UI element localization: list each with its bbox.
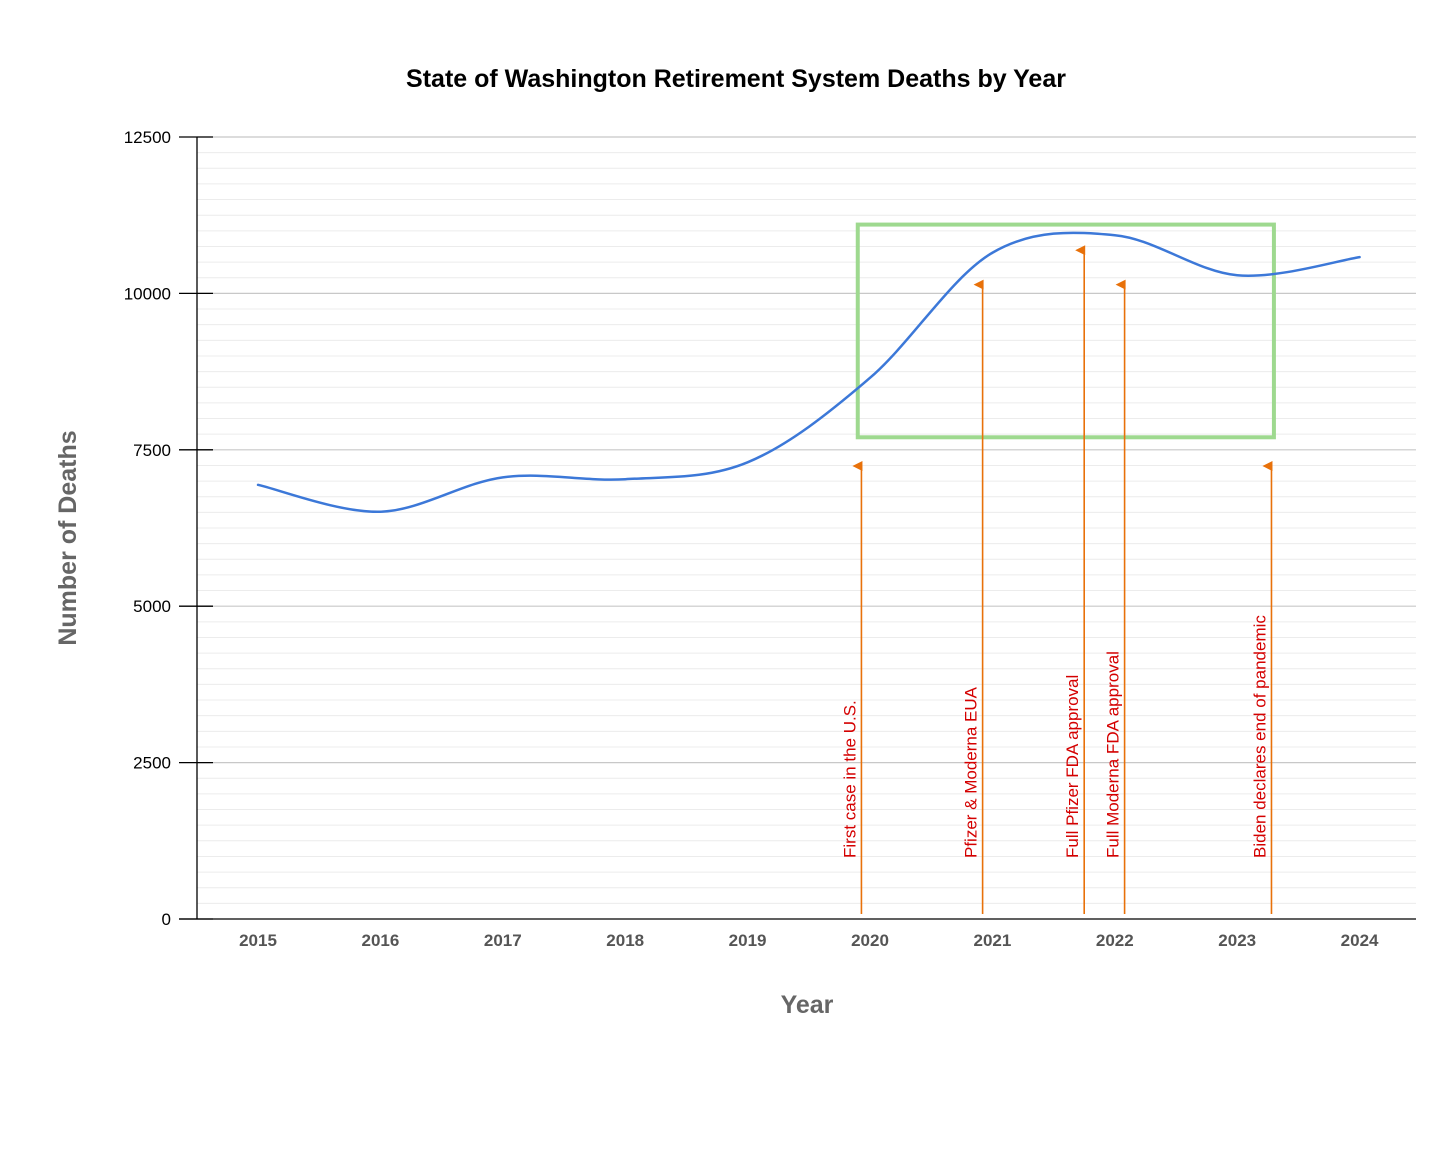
x-tick-label: 2017: [484, 931, 522, 950]
highlight-box-layer: [855, 222, 1276, 440]
x-tick-label: 2018: [606, 931, 644, 950]
axes: 0 2500 5000 7500 10000 12500 2015 2016 2017 2018 2…: [124, 128, 1416, 950]
y-tick-label: 5000: [133, 597, 171, 616]
x-tick-label: 2019: [729, 931, 767, 950]
y-tick-label: 7500: [133, 441, 171, 460]
chart-title: State of Washington Retirement System De…: [406, 65, 1066, 93]
x-axis-title: Year: [781, 991, 834, 1019]
x-tick-label: 2024: [1341, 931, 1379, 950]
x-tick-label: 2016: [361, 931, 399, 950]
annotation-label: Full Pfizer FDA approval: [1063, 675, 1082, 858]
y-tick-label: 0: [162, 910, 171, 929]
highlight-box: [855, 222, 1276, 440]
x-tick-label: 2020: [851, 931, 889, 950]
y-tick-label: 10000: [124, 284, 171, 303]
x-tick-label: 2022: [1096, 931, 1134, 950]
series-layer: [256, 231, 1361, 513]
x-tick-label: 2015: [239, 931, 277, 950]
annotation-label: First case in the U.S.: [840, 700, 859, 858]
gridlines: [197, 136, 1416, 904]
y-tick-label: 12500: [124, 128, 171, 147]
x-tick-label: 2023: [1218, 931, 1256, 950]
annotations-layer: First case in the U.S. Pfizer & Moderna E…: [840, 245, 1273, 914]
series-line: [256, 231, 1361, 513]
annotation-label: Biden declares end of pandemic: [1250, 615, 1269, 858]
y-axis-title: Number of Deaths: [54, 430, 82, 645]
annotation-label: Full Moderna FDA approval: [1104, 651, 1123, 858]
annotation-label: Pfizer & Moderna EUA: [962, 686, 981, 858]
x-tick-label: 2021: [973, 931, 1011, 950]
y-tick-label: 2500: [133, 754, 171, 773]
